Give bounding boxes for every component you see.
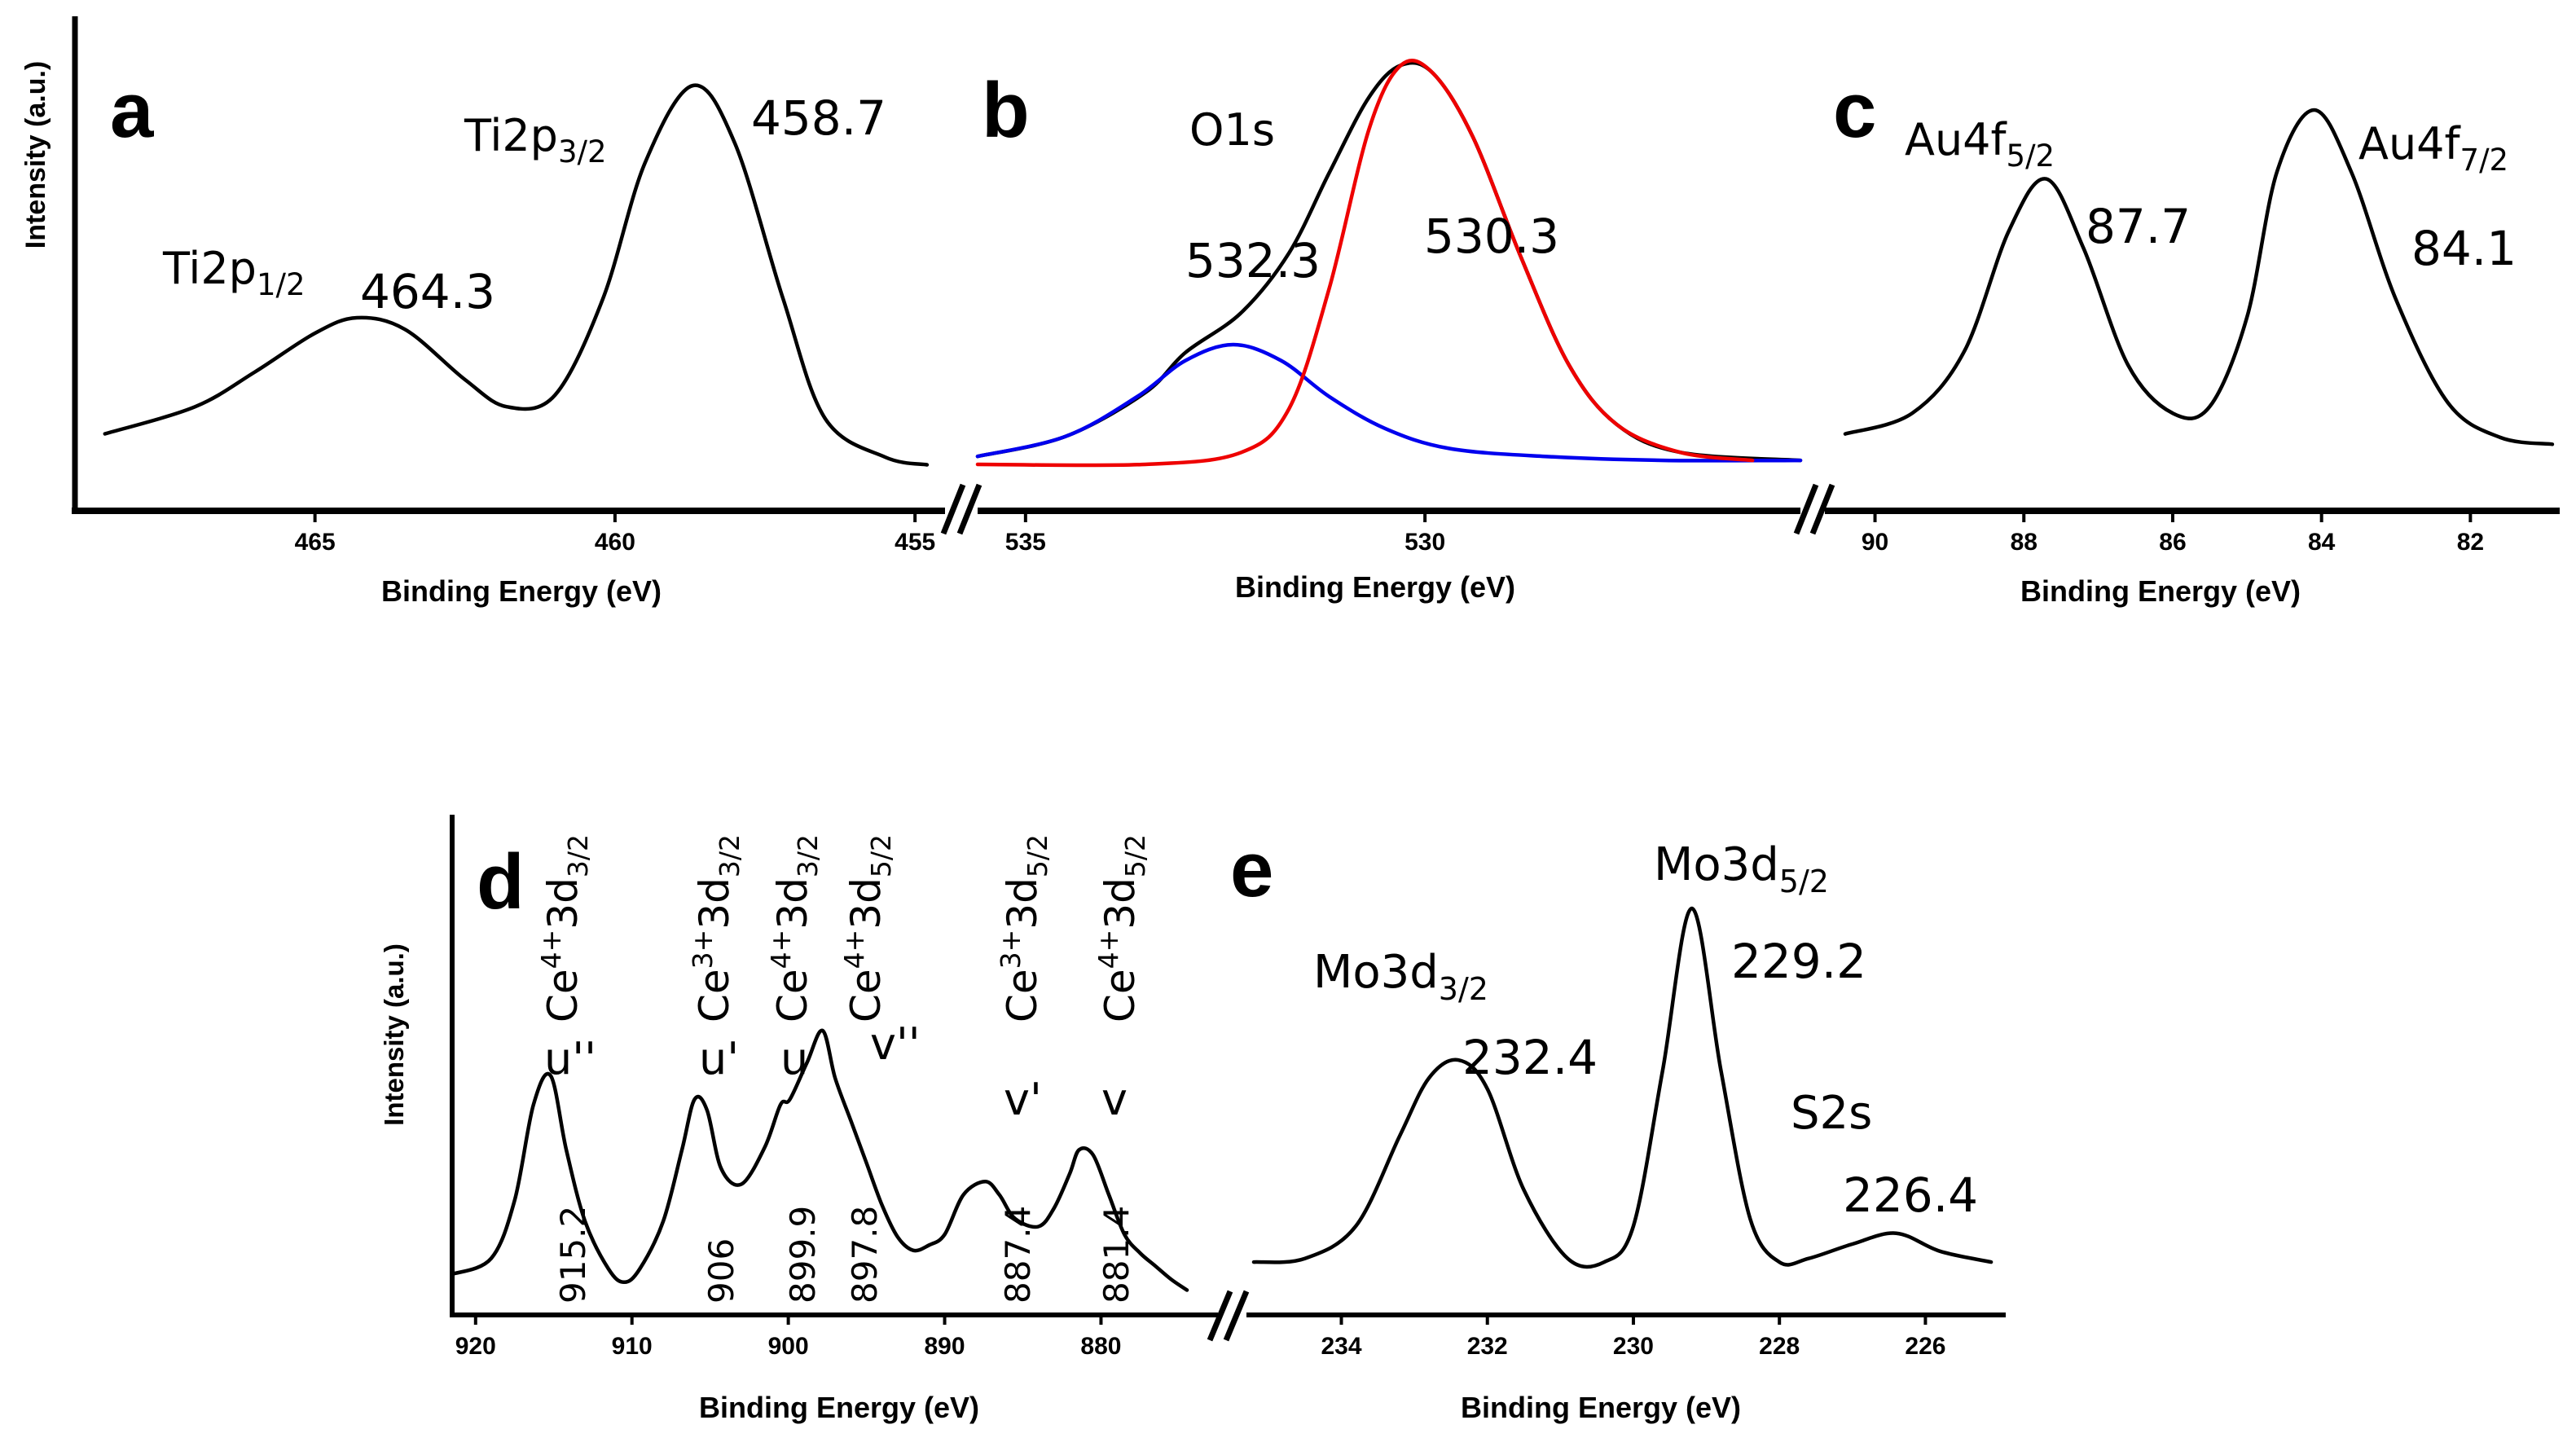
panel-e-tick-label-1: 232 [1467, 1333, 1508, 1360]
axis-break-de-1 [1207, 1290, 1233, 1342]
panel-e-tick-label-2: 230 [1613, 1333, 1654, 1360]
peak-label-au4f-7-2: Au4f7/2 [2358, 118, 2508, 178]
peak-value-899-9: 899.9 [783, 1206, 823, 1304]
panel-d-plot [450, 1028, 1189, 1292]
panel-letter-e: e [1230, 826, 1273, 913]
panel-c-tick-label-3: 84 [2308, 529, 2336, 556]
panel-c-ticks: 90 88 86 84 82 [1862, 511, 2484, 556]
peak-letter-v2: v'' [870, 1018, 921, 1070]
panel-a-series-0-line [103, 83, 930, 467]
panel-a-y-axis-title: Intensity (a.u.) [20, 61, 51, 248]
panel-c-tick-label-2: 86 [2159, 529, 2186, 556]
panel-c-tick-label-4: 82 [2457, 529, 2484, 556]
peak-letter-u1: u' [699, 1033, 739, 1084]
panel-d-x-axis-title: Binding Energy (eV) [699, 1391, 979, 1424]
panel-a-tick-label-0: 465 [295, 529, 336, 556]
panel-letter-c: c [1833, 67, 1876, 154]
panel-c-plot [1843, 108, 2555, 446]
panel-b-tick-label-1: 530 [1404, 529, 1445, 556]
panel-e-ticks: 234 232 230 228 226 [1321, 1315, 1945, 1360]
species-label-u: Ce4+3d3/2 [765, 834, 824, 1022]
panel-b-ticks: 535 530 [1005, 511, 1445, 556]
panel-letter-b: b [982, 67, 1030, 154]
panel-c-tick-label-0: 90 [1862, 529, 1888, 556]
peak-letter-v: v [1101, 1074, 1128, 1125]
axis-break-ab-2 [956, 483, 982, 535]
peak-value-229-2: 229.2 [1731, 934, 1866, 989]
axis-break-bc-2 [1809, 483, 1835, 535]
panel-e-tick-label-0: 234 [1321, 1333, 1361, 1360]
panel-e-tick-label-4: 226 [1905, 1333, 1945, 1360]
peak-value-464-3: 464.3 [360, 264, 495, 319]
peak-value-881-4: 881.4 [1097, 1206, 1136, 1304]
panel-d-series-0-line [450, 1028, 1189, 1292]
axis-break-bc-1 [1793, 483, 1819, 535]
panel-e-x-axis-title: Binding Energy (eV) [1461, 1391, 1741, 1424]
panel-e-plot [1251, 906, 1994, 1269]
bottom-axes [450, 815, 2006, 1342]
peak-value-530-3: 530.3 [1424, 209, 1559, 264]
peak-label-mo3d-5-2: Mo3d5/2 [1654, 838, 1829, 899]
peak-letter-u2: u'' [544, 1033, 596, 1084]
panel-a-tick-label-2: 455 [895, 529, 935, 556]
axis-break-ab-1 [940, 483, 966, 535]
species-label-v1: Ce3+3d5/2 [995, 834, 1053, 1022]
peak-value-458-7: 458.7 [751, 90, 886, 146]
panel-b-x-axis-title: Binding Energy (eV) [1235, 570, 1515, 604]
top-axes [72, 16, 2560, 535]
panel-b-plot [975, 58, 1803, 468]
peak-value-906: 906 [701, 1238, 741, 1304]
peak-label-au4f-5-2: Au4f5/2 [1905, 114, 2055, 174]
panel-b-tick-label-0: 535 [1005, 529, 1046, 556]
panel-letter-d: d [477, 838, 525, 926]
panel-d-tick-label-3: 890 [925, 1333, 965, 1360]
peak-value-84-1: 84.1 [2411, 221, 2517, 276]
peak-value-897-8: 897.8 [845, 1206, 885, 1304]
panel-c-x-axis-title: Binding Energy (eV) [2020, 574, 2301, 608]
panel-a-ticks: 465 460 455 [295, 511, 935, 556]
panel-b-series-2-line [975, 58, 1755, 468]
peak-value-87-7: 87.7 [2086, 199, 2191, 254]
panel-letter-a: a [110, 67, 154, 154]
panel-b-series-1-line [975, 342, 1803, 463]
panel-b-series-0-line [975, 60, 1803, 463]
panel-d-tick-label-0: 920 [455, 1333, 496, 1360]
panel-d-tick-label-4: 880 [1080, 1333, 1121, 1360]
species-label-u2: Ce4+3d3/2 [535, 834, 594, 1022]
panel-a-plot [103, 83, 930, 467]
peak-label-ti2p-3-2: Ti2p3/2 [464, 110, 607, 169]
panel-b-title-o1s: O1s [1189, 104, 1275, 156]
panel-d-tick-label-2: 900 [768, 1333, 809, 1360]
panel-c-series-0-line [1843, 108, 2555, 446]
peak-value-226-4: 226.4 [1843, 1167, 1978, 1223]
peak-value-915-2: 915.2 [553, 1206, 593, 1304]
panel-a-x-axis-title: Binding Energy (eV) [381, 574, 662, 608]
panel-e-series-0-line [1251, 906, 1994, 1269]
panel-d-tick-label-1: 910 [612, 1333, 653, 1360]
peak-value-532-3: 532.3 [1185, 233, 1321, 288]
peak-label-ti2p-1-2: Ti2p1/2 [162, 243, 306, 302]
panel-e-tick-label-3: 228 [1759, 1333, 1800, 1360]
peak-value-887-4: 887.4 [998, 1206, 1038, 1304]
axis-break-de-2 [1223, 1290, 1250, 1342]
peak-letter-v1: v' [1004, 1074, 1042, 1125]
peak-letter-u: u [780, 1033, 808, 1084]
panel-d-y-axis-title: Intensity (a.u.) [379, 943, 409, 1126]
peak-value-232-4: 232.4 [1462, 1030, 1598, 1085]
peak-label-mo3d-3-2: Mo3d3/2 [1313, 946, 1488, 1007]
species-label-v: Ce4+3d5/2 [1092, 834, 1151, 1022]
panel-a-tick-label-1: 460 [595, 529, 635, 556]
species-label-v2: Ce4+3d5/2 [838, 834, 897, 1022]
species-label-u1: Ce3+3d3/2 [687, 834, 745, 1022]
peak-label-s2s: S2s [1791, 1087, 1872, 1140]
panel-d-ticks: 920 910 900 890 880 [455, 1315, 1121, 1360]
panel-c-tick-label-1: 88 [2011, 529, 2038, 556]
